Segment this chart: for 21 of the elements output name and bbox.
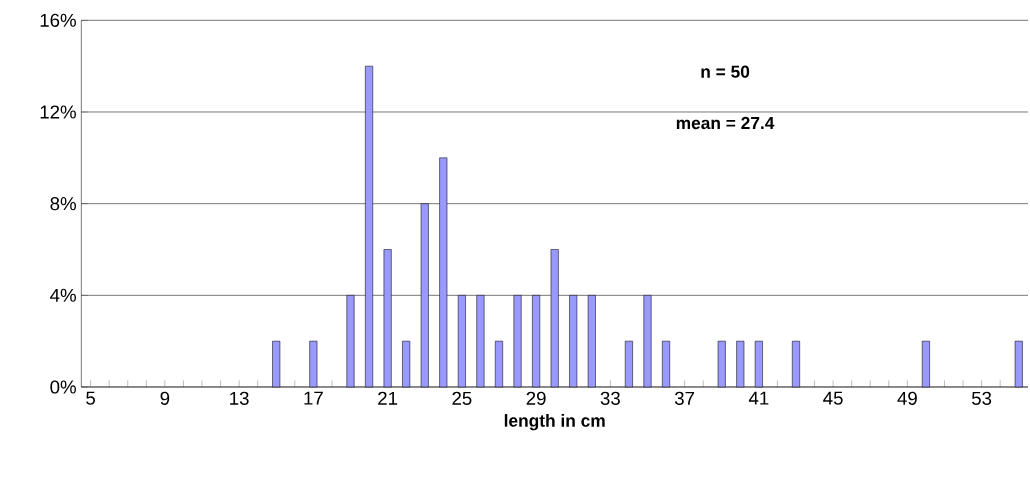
x-tick-label: 29 [526, 391, 546, 405]
x-tick-label: 41 [748, 391, 769, 405]
x-tick-label: 17 [304, 391, 323, 405]
x-tick-label: 53 [971, 391, 992, 405]
x-tick-label: 9 [160, 391, 170, 405]
x-tick-label: 5 [86, 391, 96, 405]
annotation: n = 50 [701, 65, 750, 78]
x-tick-label: 13 [230, 391, 249, 405]
x-tick-label: 37 [674, 391, 695, 405]
x-tick-label: 21 [378, 391, 398, 405]
y-tick-label: 8% [50, 197, 76, 211]
y-tick-label: 0% [50, 380, 76, 394]
x-tick-label: 49 [897, 391, 917, 405]
y-tick-label: 4% [50, 288, 76, 302]
y-tick-label: 16% [40, 13, 76, 27]
x-tick-label: 45 [823, 391, 843, 405]
x-axis-title: length in cm [504, 414, 605, 431]
annotation: mean = 27.4 [676, 116, 775, 130]
x-tick-label: 25 [452, 391, 472, 405]
x-tick-label: 33 [600, 391, 620, 405]
y-tick-label: 12% [40, 105, 76, 119]
